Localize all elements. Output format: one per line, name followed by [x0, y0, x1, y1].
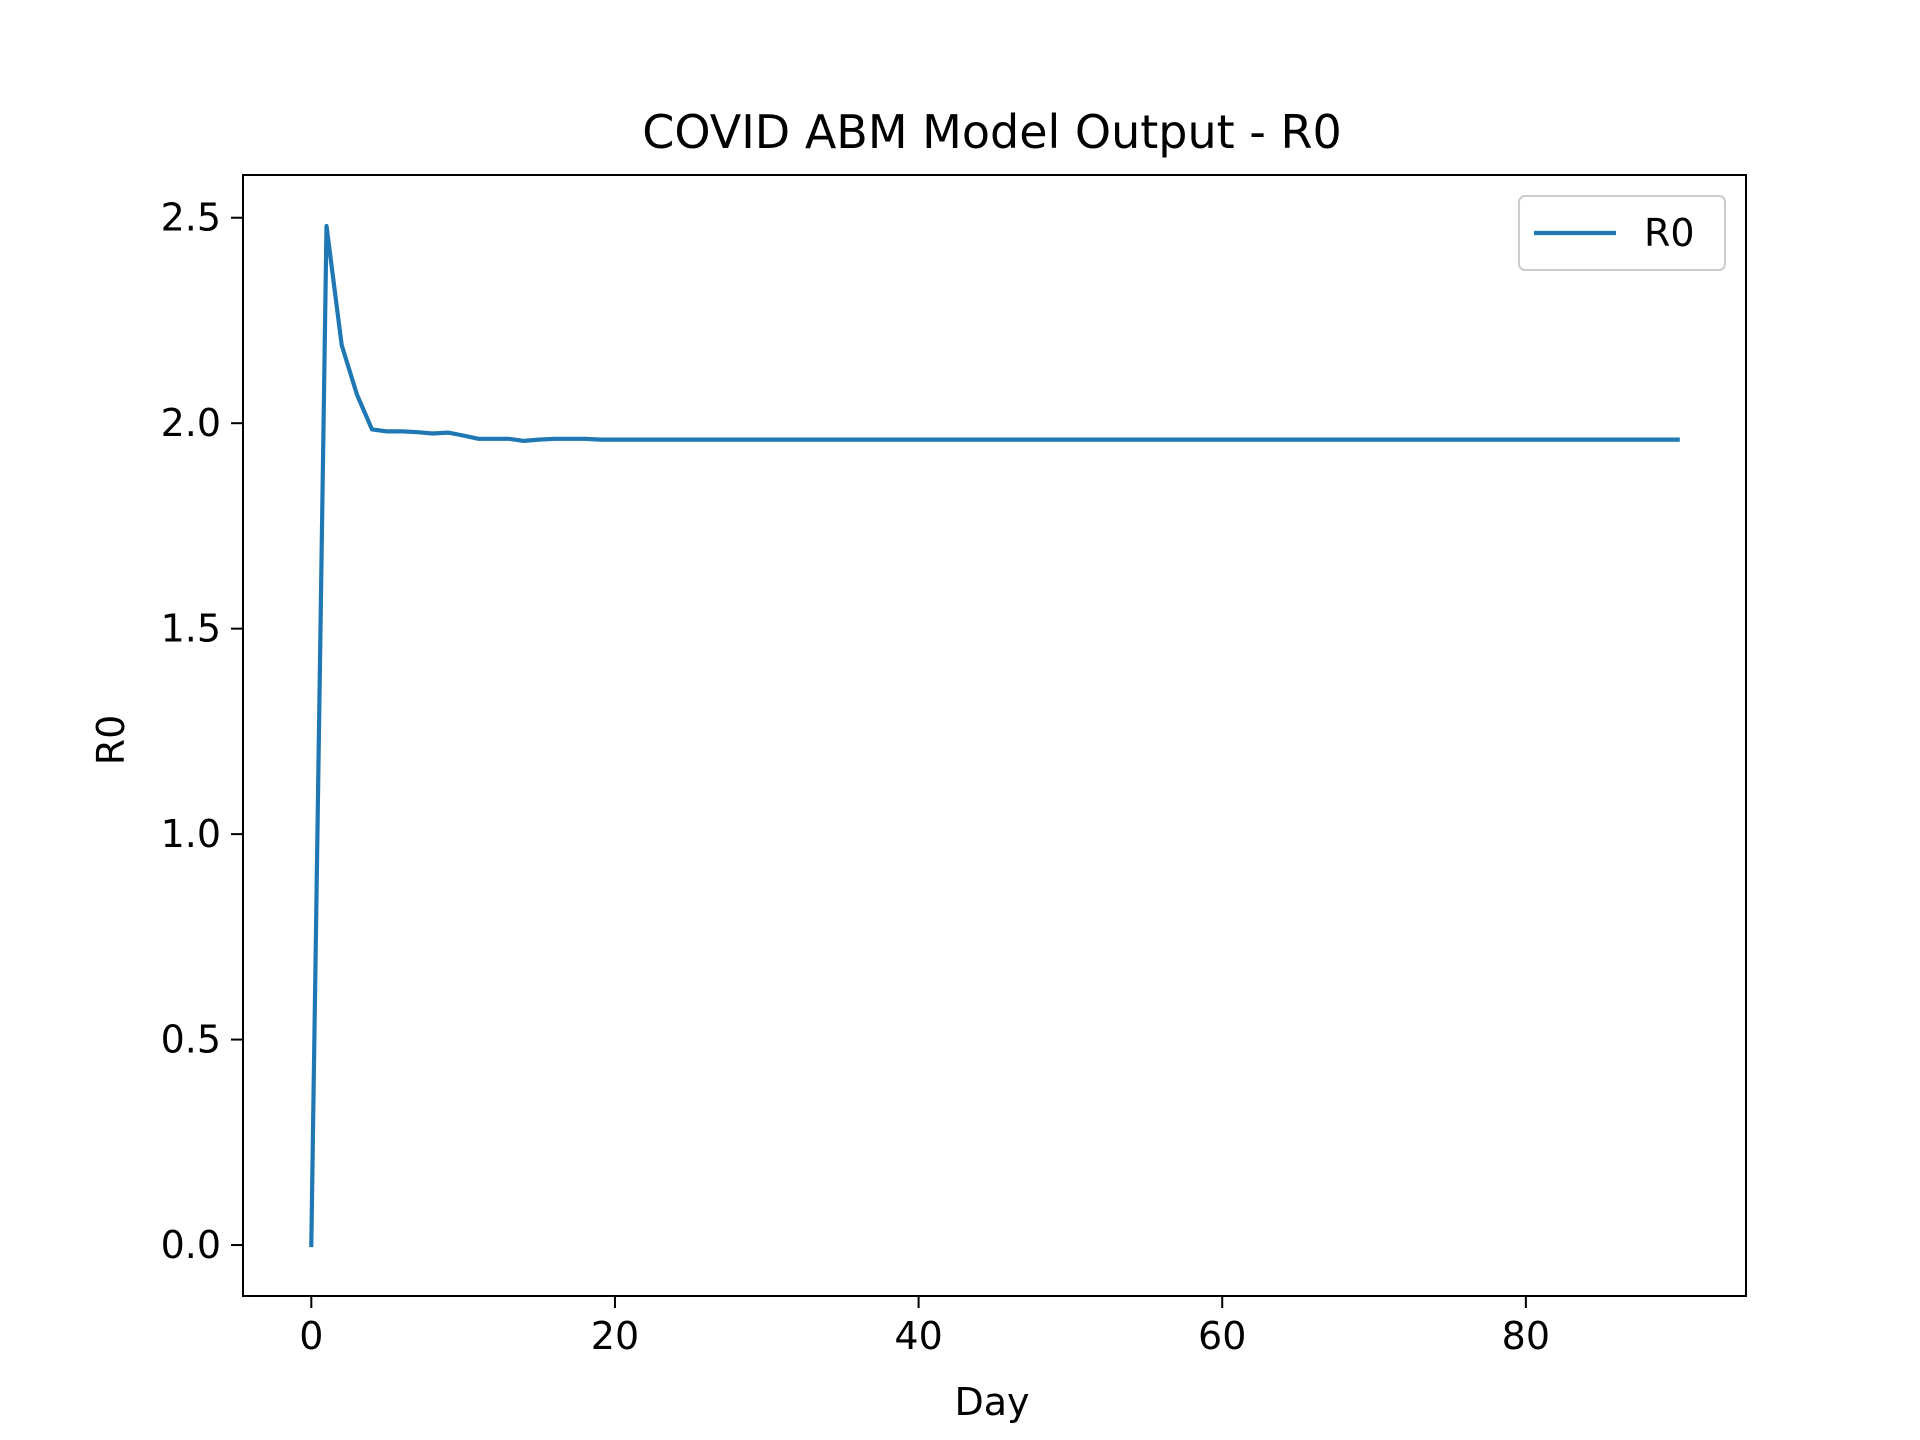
y-axis-label: R0 [89, 715, 133, 766]
legend-label-1: R0 [1644, 211, 1695, 255]
x-tick-label: 80 [1502, 1314, 1550, 1358]
legend: R0 [1518, 195, 1726, 271]
y-tick-label: 0.0 [161, 1223, 221, 1267]
x-tick-label: 40 [894, 1314, 942, 1358]
x-tick-label: 20 [591, 1314, 639, 1358]
plot-area: 0 20 40 60 80 0.0 0.5 1.0 1.5 2.0 2.5 [161, 174, 1747, 1358]
chart-title: COVID ABM Model Output - R0 [642, 105, 1342, 159]
x-tick-label: 0 [299, 1314, 323, 1358]
series-line-1 [309, 223, 1680, 1248]
y-tick-label: 1.5 [161, 607, 221, 651]
legend-box [1518, 195, 1726, 271]
x-axis-label: Day [954, 1380, 1029, 1424]
y-tick-label: 2.5 [161, 196, 221, 240]
axes-frame [242, 174, 1747, 1297]
y-tick-label: 0.5 [161, 1018, 221, 1062]
y-tick-label: 1.0 [161, 812, 221, 856]
x-tick-label: 60 [1198, 1314, 1246, 1358]
y-tick-label: 2.0 [161, 401, 221, 445]
